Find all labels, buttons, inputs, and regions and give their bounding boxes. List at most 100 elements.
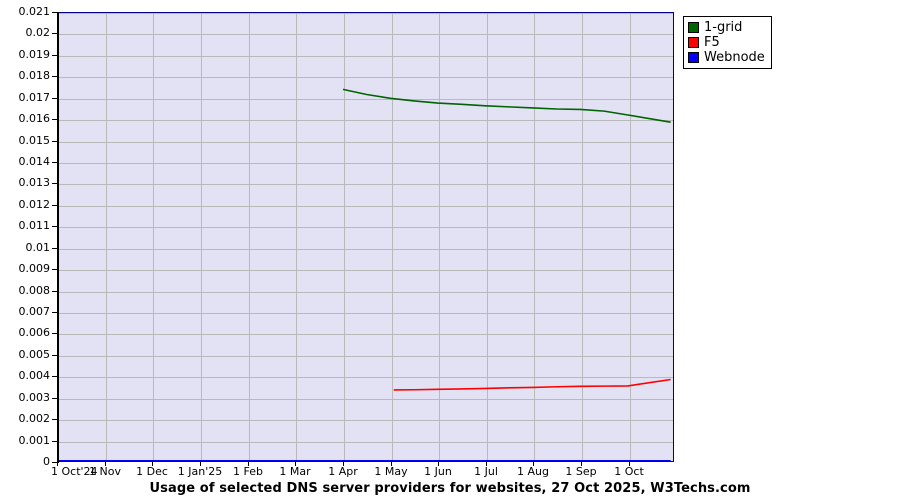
gridline-horizontal bbox=[58, 34, 673, 35]
x-tick-mark bbox=[295, 462, 296, 466]
y-tick-mark bbox=[52, 291, 57, 292]
x-tick-label: 1 Jan'25 bbox=[177, 465, 223, 478]
gridline-vertical bbox=[439, 13, 440, 461]
y-tick: 0.015 bbox=[0, 134, 51, 147]
legend-label: F5 bbox=[704, 34, 720, 50]
y-tick-mark bbox=[52, 162, 57, 163]
y-tick-label: 0.014 bbox=[18, 155, 51, 168]
y-tick: 0.01 bbox=[0, 242, 51, 253]
x-tick-label: 1 Feb bbox=[233, 465, 263, 478]
y-tick-mark bbox=[52, 398, 57, 399]
gridline-horizontal bbox=[58, 184, 673, 185]
x-tick-label: 1 Oct bbox=[614, 465, 644, 478]
legend-item[interactable]: 1-grid bbox=[688, 20, 765, 35]
y-tick-mark bbox=[52, 441, 57, 442]
y-tick: 0.003 bbox=[0, 391, 51, 404]
x-tick-label: 1 Jun bbox=[424, 465, 452, 478]
y-tick: 0.014 bbox=[0, 155, 51, 168]
gridline-vertical bbox=[487, 13, 488, 461]
y-tick-label: 0.012 bbox=[18, 198, 51, 211]
legend-item[interactable]: Webnode bbox=[688, 50, 765, 65]
x-tick-label: 1 May bbox=[374, 465, 408, 478]
x-tick-label: 1 Dec bbox=[136, 465, 168, 478]
y-tick-label: 0.001 bbox=[18, 434, 51, 447]
y-tick-mark bbox=[52, 376, 57, 377]
gridline-vertical bbox=[153, 13, 154, 461]
gridline-horizontal bbox=[58, 206, 673, 207]
y-tick: 0.005 bbox=[0, 348, 51, 361]
series-lines bbox=[58, 88, 671, 461]
y-tick-label: 0.009 bbox=[18, 262, 51, 275]
y-tick-mark bbox=[52, 419, 57, 420]
x-tick-mark bbox=[533, 462, 534, 466]
legend-label: 1-grid bbox=[704, 19, 743, 35]
y-tick-mark bbox=[52, 312, 57, 313]
legend-item[interactable]: F5 bbox=[688, 35, 765, 50]
y-tick-label: 0.019 bbox=[18, 48, 51, 61]
y-tick-label: 0.005 bbox=[18, 348, 51, 361]
y-tick-label: 0.003 bbox=[18, 391, 51, 404]
y-tick: 0.021 bbox=[0, 6, 51, 17]
y-tick: 0.008 bbox=[0, 285, 51, 296]
y-tick: 0.013 bbox=[0, 177, 51, 188]
y-tick-mark bbox=[52, 141, 57, 142]
y-tick-mark bbox=[52, 55, 57, 56]
y-tick-mark bbox=[52, 462, 57, 463]
y-tick: 0.02 bbox=[0, 27, 51, 38]
gridline-vertical bbox=[106, 13, 107, 461]
y-tick-mark bbox=[52, 269, 57, 270]
y-tick-label: 0.007 bbox=[18, 305, 51, 318]
x-tick-mark bbox=[629, 462, 630, 466]
x-tick-label: 1 Oct'24 bbox=[51, 465, 98, 478]
gridline-horizontal bbox=[58, 356, 673, 357]
gridline-vertical bbox=[296, 13, 297, 461]
y-tick: 0.006 bbox=[0, 327, 51, 338]
y-tick-mark bbox=[52, 98, 57, 99]
y-tick: 0.018 bbox=[0, 69, 51, 82]
x-tick-mark bbox=[57, 462, 58, 466]
legend-swatch-icon bbox=[688, 52, 699, 63]
gridline-vertical bbox=[534, 13, 535, 461]
gridline-horizontal bbox=[58, 270, 673, 271]
y-tick: 0.011 bbox=[0, 219, 51, 232]
x-tick-mark bbox=[200, 462, 201, 466]
y-axis-line bbox=[57, 12, 59, 463]
gridline-horizontal bbox=[58, 313, 673, 314]
y-tick: 0.019 bbox=[0, 48, 51, 61]
y-tick-label: 0.011 bbox=[18, 219, 51, 232]
y-tick: 0.017 bbox=[0, 91, 51, 104]
gridline-horizontal bbox=[58, 420, 673, 421]
x-tick-mark bbox=[105, 462, 106, 466]
y-tick-label: 0.017 bbox=[18, 91, 51, 104]
plot-area bbox=[57, 12, 674, 462]
y-tick: 0.004 bbox=[0, 369, 51, 382]
gridline-horizontal bbox=[58, 99, 673, 100]
gridline-horizontal bbox=[58, 163, 673, 164]
y-tick-label: 0.015 bbox=[18, 134, 51, 147]
gridline-horizontal bbox=[58, 377, 673, 378]
x-tick-label: 1 Aug bbox=[517, 465, 549, 478]
y-tick-label: 0.016 bbox=[18, 112, 51, 125]
x-tick-mark bbox=[391, 462, 392, 466]
y-tick-label: 0.004 bbox=[18, 369, 51, 382]
y-tick-mark bbox=[52, 205, 57, 206]
x-tick-label: 1 Mar bbox=[279, 465, 311, 478]
y-tick-mark bbox=[52, 12, 57, 13]
y-tick-mark bbox=[52, 355, 57, 356]
gridline-horizontal bbox=[58, 142, 673, 143]
x-tick-mark bbox=[581, 462, 582, 466]
gridline-horizontal bbox=[58, 292, 673, 293]
y-tick-mark bbox=[52, 226, 57, 227]
legend-swatch-icon bbox=[688, 37, 699, 48]
x-tick-label: 1 Jul bbox=[474, 465, 498, 478]
gridline-horizontal bbox=[58, 56, 673, 57]
series-line-f5 bbox=[393, 378, 671, 391]
chart-caption: Usage of selected DNS server providers f… bbox=[149, 481, 751, 496]
x-tick-mark bbox=[152, 462, 153, 466]
gridline-vertical bbox=[630, 13, 631, 461]
y-tick: 0.002 bbox=[0, 413, 51, 424]
y-tick-label: 0.018 bbox=[18, 69, 51, 82]
x-tick-label: 1 Sep bbox=[565, 465, 597, 478]
legend: 1-grid F5 Webnode bbox=[683, 16, 772, 69]
